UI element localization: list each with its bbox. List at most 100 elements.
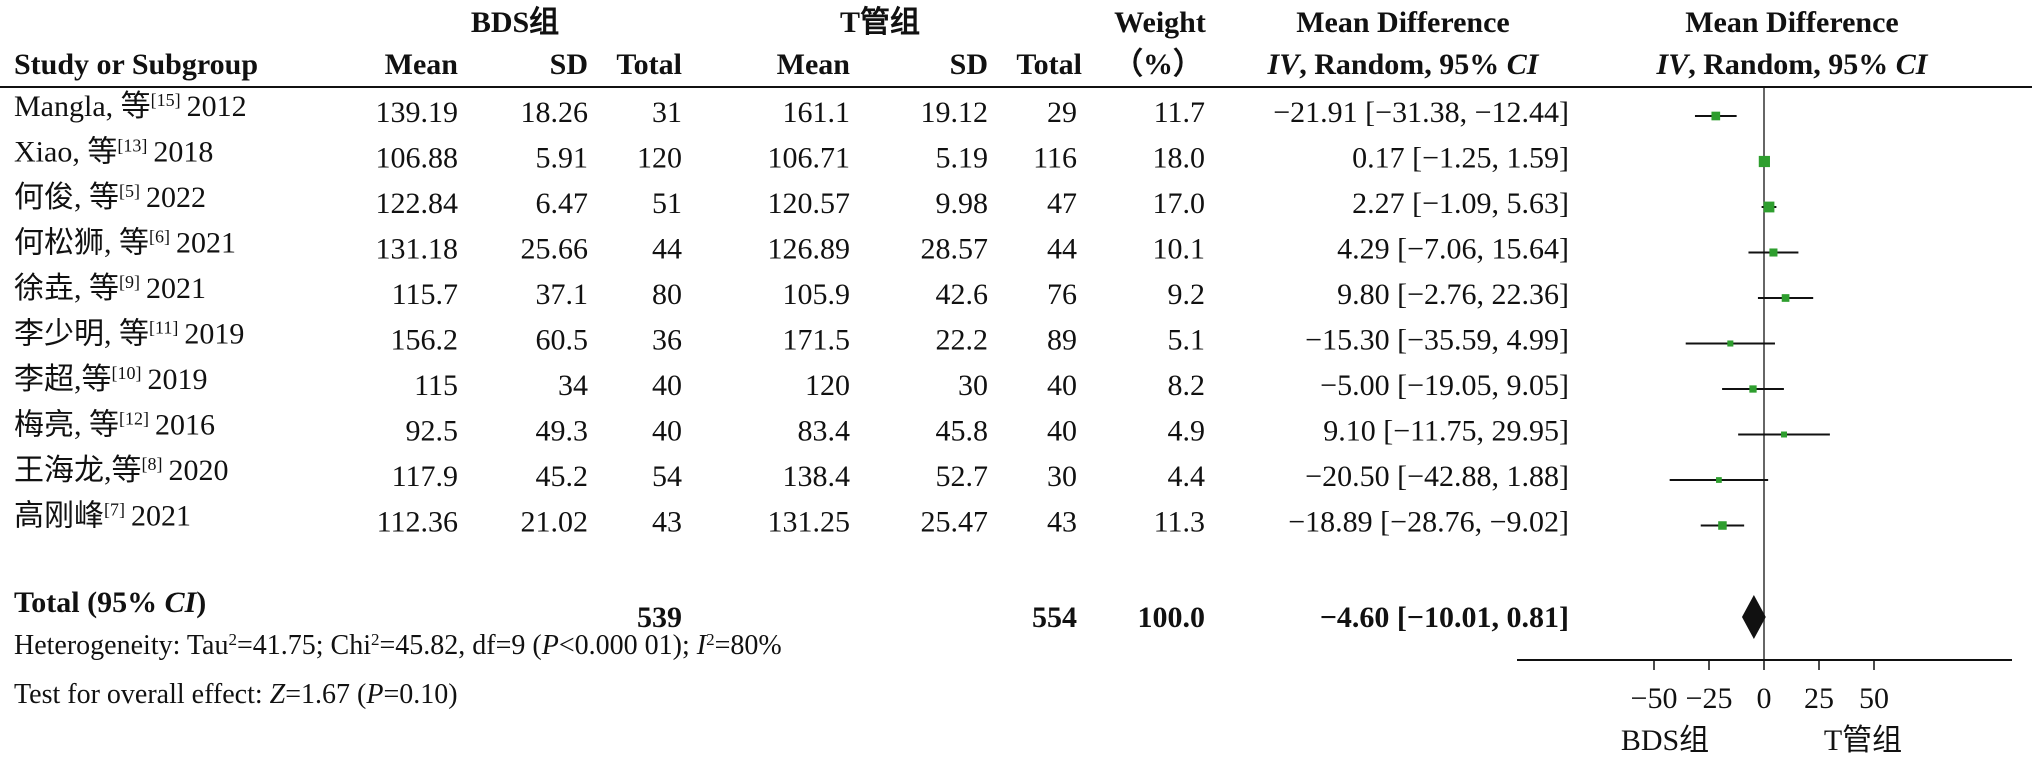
weight-header: Weight: [1114, 6, 1206, 39]
cell-sd1: 37.1: [536, 278, 589, 311]
x-tick-label: 50: [1859, 682, 1889, 715]
cell-n2: 29: [1047, 96, 1077, 129]
group1-header: BDS组: [471, 5, 559, 39]
cell-mean2: 161.1: [783, 96, 851, 129]
cell-md-text: −21.91 [−31.38, −12.44]: [1273, 96, 1569, 129]
cell-weight: 10.1: [1153, 233, 1206, 266]
cell-sd1: 21.02: [521, 506, 589, 539]
md-left-header: Mean Difference: [1296, 6, 1510, 39]
study-name: 李超,等[10] 2019: [14, 363, 208, 396]
study-name: Xiao, 等[13] 2018: [14, 136, 213, 169]
cell-sd2: 5.19: [936, 142, 989, 175]
cell-md-text: 0.17 [−1.25, 1.59]: [1352, 142, 1569, 175]
cell-weight: 4.4: [1168, 460, 1206, 493]
cell-n1: 80: [652, 278, 682, 311]
point-estimate: [1716, 477, 1722, 483]
group2-header: T管组: [840, 5, 920, 39]
study-name: 徐垚, 等[9] 2021: [14, 272, 206, 305]
study-name: Mangla, 等[15] 2012: [14, 90, 247, 123]
total-weight: 100.0: [1138, 601, 1206, 634]
cell-n2: 76: [1047, 278, 1077, 311]
heterogeneity-text: Heterogeneity: Tau2=41.75; Chi2=45.82, d…: [14, 630, 782, 662]
sd2-header: SD: [950, 48, 988, 81]
total2-header: Total: [1016, 48, 1082, 81]
md-right-method: IV, Random, 95% CI: [1656, 48, 1929, 81]
cell-md-text: 4.29 [−7.06, 15.64]: [1337, 233, 1569, 266]
study-row: 李超,等[10] 2019 115 34 40 120 30 40 8.2 −5.00 [−19.…: [14, 363, 1569, 402]
study-row: 徐垚, 等[9] 2021 115.7 37.1 80 105.9 42.6 76 9.2 9.8…: [14, 272, 1569, 311]
cell-n2: 116: [1033, 142, 1077, 175]
study-rows: Mangla, 等[15] 2012 139.19 18.26 31 161.1 19.12…: [14, 90, 1569, 539]
cell-mean2: 171.5: [783, 324, 851, 357]
cell-sd2: 22.2: [936, 324, 989, 357]
cell-sd2: 25.47: [921, 506, 989, 539]
axis-left-label: BDS组: [1621, 724, 1709, 757]
cell-sd1: 18.26: [521, 96, 589, 129]
cell-n1: 44: [652, 233, 682, 266]
cell-sd2: 9.98: [936, 187, 989, 220]
cell-md-text: 9.10 [−11.75, 29.95]: [1323, 415, 1569, 448]
cell-weight: 11.7: [1154, 96, 1205, 129]
cell-mean1: 117.9: [392, 460, 458, 493]
cell-mean2: 138.4: [783, 460, 851, 493]
cell-n1: 40: [652, 369, 682, 402]
cell-weight: 18.0: [1153, 142, 1206, 175]
cell-mean2: 131.25: [768, 506, 851, 539]
md-right-header: Mean Difference: [1685, 6, 1899, 39]
cell-n1: 120: [637, 142, 682, 175]
mean1-header: Mean: [385, 48, 459, 81]
cell-md-text: 2.27 [−1.09, 5.63]: [1352, 187, 1569, 220]
cell-mean1: 106.88: [376, 142, 459, 175]
cell-mean1: 115: [414, 369, 458, 402]
cell-mean2: 83.4: [798, 415, 851, 448]
total-n2: 554: [1032, 601, 1077, 634]
cell-weight: 4.9: [1168, 415, 1206, 448]
point-estimate: [1781, 431, 1787, 438]
cell-sd1: 45.2: [536, 460, 589, 493]
cell-n1: 51: [652, 187, 682, 220]
cell-mean2: 126.89: [768, 233, 851, 266]
cell-n2: 30: [1047, 460, 1077, 493]
cell-sd1: 25.66: [521, 233, 589, 266]
cell-md-text: −15.30 [−35.59, 4.99]: [1305, 324, 1569, 357]
cell-mean1: 112.36: [377, 506, 458, 539]
cell-weight: 9.2: [1168, 278, 1206, 311]
total-diamond: [1741, 595, 1766, 639]
x-tick-label: −50: [1631, 682, 1678, 715]
cell-weight: 11.3: [1154, 506, 1205, 539]
study-name: 李少明, 等[11] 2019: [14, 318, 244, 351]
study-name: 高刚峰[7] 2021: [14, 500, 191, 533]
cell-n2: 89: [1047, 324, 1077, 357]
point-estimate: [1763, 201, 1775, 213]
cell-sd1: 6.47: [536, 187, 589, 220]
cell-mean2: 106.71: [768, 142, 851, 175]
cell-mean1: 92.5: [406, 415, 459, 448]
cell-sd2: 42.6: [936, 278, 989, 311]
point-estimate: [1711, 111, 1721, 121]
study-row: 李少明, 等[11] 2019 156.2 60.5 36 171.5 22.2 89 5.1 −…: [14, 318, 1569, 357]
study-name: 何松狮, 等[6] 2021: [14, 227, 236, 260]
mean2-header: Mean: [777, 48, 851, 81]
point-estimate: [1758, 155, 1770, 168]
study-row: 何俊, 等[5] 2022 122.84 6.47 51 120.57 9.98 47 17.0…: [14, 181, 1569, 220]
cell-sd2: 30: [958, 369, 988, 402]
cell-sd1: 34: [558, 369, 588, 402]
cell-md-text: −20.50 [−42.88, 1.88]: [1305, 460, 1569, 493]
cell-n2: 40: [1047, 415, 1077, 448]
cell-n1: 31: [652, 96, 682, 129]
study-header: Study or Subgroup: [14, 48, 258, 81]
cell-mean1: 156.2: [391, 324, 459, 357]
total-n1: 539: [637, 601, 682, 634]
cell-sd2: 19.12: [921, 96, 989, 129]
cell-weight: 17.0: [1153, 187, 1206, 220]
cell-sd2: 52.7: [936, 460, 989, 493]
cell-mean1: 131.18: [376, 233, 459, 266]
cell-md-text: 9.80 [−2.76, 22.36]: [1337, 278, 1569, 311]
study-row: 梅亮, 等[12] 2016 92.5 49.3 40 83.4 45.8 40 4.9 9.10…: [14, 409, 1569, 448]
overall-effect-text: Test for overall effect: Z=1.67 (P=0.10): [14, 679, 458, 710]
study-row: Xiao, 等[13] 2018 106.88 5.91 120 106.71 5.19 11…: [14, 136, 1569, 175]
cell-n2: 40: [1047, 369, 1077, 402]
cell-md-text: −5.00 [−19.05, 9.05]: [1320, 369, 1569, 402]
sd1-header: SD: [550, 48, 588, 81]
